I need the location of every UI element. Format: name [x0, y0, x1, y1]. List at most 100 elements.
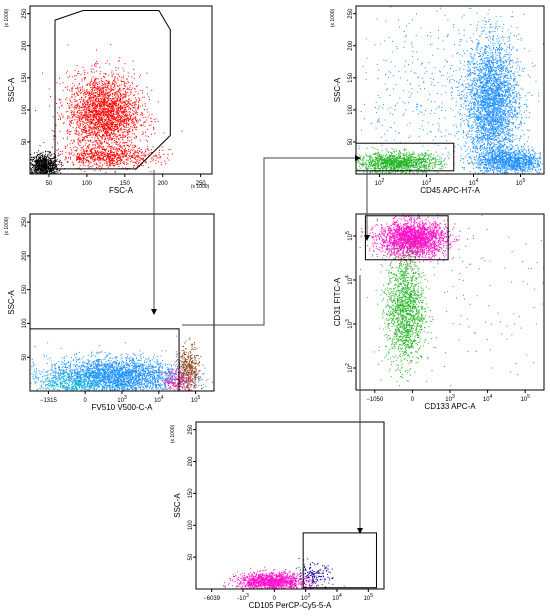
event-dot — [142, 160, 144, 162]
gate-p1[interactable] — [54, 9, 171, 170]
event-dot — [97, 84, 99, 85]
event-dot — [60, 113, 62, 115]
event-dot — [30, 162, 32, 164]
event-dot — [146, 154, 148, 156]
event-dot — [49, 166, 51, 168]
event-dot — [79, 161, 81, 163]
event-dot — [39, 166, 41, 168]
event-dot — [468, 114, 470, 116]
event-dot — [48, 162, 49, 164]
event-dot — [26, 165, 27, 166]
event-dot — [39, 154, 41, 156]
event-dot — [468, 118, 470, 120]
event-dot — [91, 78, 92, 80]
event-dot — [89, 156, 91, 158]
event-dot — [109, 113, 111, 115]
event-dot — [486, 57, 488, 59]
event-dot — [86, 160, 88, 161]
event-dot — [93, 102, 95, 104]
event-dot — [119, 145, 121, 147]
event-dot — [144, 162, 146, 164]
event-dot — [52, 116, 54, 118]
event-dot — [100, 102, 102, 104]
event-dot — [43, 158, 44, 160]
event-dot — [48, 160, 50, 162]
event-dot — [139, 76, 141, 78]
event-dot — [132, 113, 134, 115]
x-tick-label: 100 — [82, 181, 93, 187]
event-dot — [117, 122, 119, 124]
event-dot — [111, 100, 113, 102]
event-dot — [128, 113, 130, 115]
event-dot — [88, 112, 90, 114]
event-dot — [465, 142, 467, 144]
event-dot — [92, 120, 94, 122]
event-dot — [75, 75, 77, 76]
event-dot — [146, 72, 148, 74]
event-dot — [89, 116, 91, 118]
event-dot — [114, 157, 116, 159]
event-dot — [43, 158, 45, 160]
event-dot — [117, 98, 119, 100]
event-dot — [101, 109, 103, 111]
event-dot — [113, 122, 115, 124]
event-dot — [141, 151, 143, 153]
event-dot — [62, 137, 64, 139]
event-dot — [95, 80, 97, 82]
event-dot — [85, 152, 87, 154]
event-dot — [98, 110, 100, 112]
event-dot — [118, 110, 120, 112]
event-dot — [76, 157, 78, 159]
event-dot — [87, 145, 89, 147]
event-dot — [97, 111, 99, 113]
event-dot — [116, 105, 118, 107]
event-dot — [85, 142, 87, 144]
event-dot — [63, 122, 64, 124]
event-dot — [120, 97, 122, 99]
event-dot — [43, 171, 45, 173]
y-axis-label: SSC-A — [7, 77, 16, 102]
event-dot — [102, 114, 104, 116]
event-dot — [130, 155, 132, 157]
event-dot — [124, 116, 126, 118]
event-dot — [103, 102, 105, 104]
event-dot — [73, 94, 75, 96]
event-dot — [38, 162, 40, 164]
event-dot — [117, 163, 119, 165]
event-dot — [33, 167, 35, 169]
event-dot — [95, 118, 97, 120]
event-dot — [74, 130, 76, 132]
event-dot — [107, 144, 109, 146]
event-dot — [103, 121, 105, 123]
event-dot — [504, 59, 506, 61]
event-dot — [89, 95, 91, 97]
event-dot — [46, 172, 48, 174]
event-dot — [94, 65, 96, 67]
event-dot — [115, 117, 117, 119]
event-dot — [102, 128, 104, 130]
event-dot — [119, 120, 121, 122]
event-dot — [53, 156, 55, 158]
event-dot — [133, 133, 135, 135]
event-dot — [486, 139, 488, 141]
event-dot — [84, 127, 86, 129]
event-dot — [71, 161, 73, 163]
event-dot — [92, 121, 93, 123]
event-dot — [135, 118, 137, 120]
event-dot — [94, 139, 96, 141]
event-dot — [43, 168, 45, 170]
event-dot — [114, 154, 116, 156]
event-dot — [39, 164, 41, 166]
event-dot — [103, 117, 105, 119]
event-dot — [46, 170, 48, 172]
event-dot — [61, 105, 63, 107]
event-dot — [55, 124, 57, 126]
event-dot — [142, 133, 144, 135]
event-dot — [38, 156, 40, 158]
event-dot — [112, 113, 114, 115]
event-dot — [30, 170, 32, 172]
event-dot — [89, 134, 91, 136]
event-dot — [78, 110, 80, 112]
event-dot — [76, 106, 78, 108]
event-dot — [499, 159, 501, 161]
